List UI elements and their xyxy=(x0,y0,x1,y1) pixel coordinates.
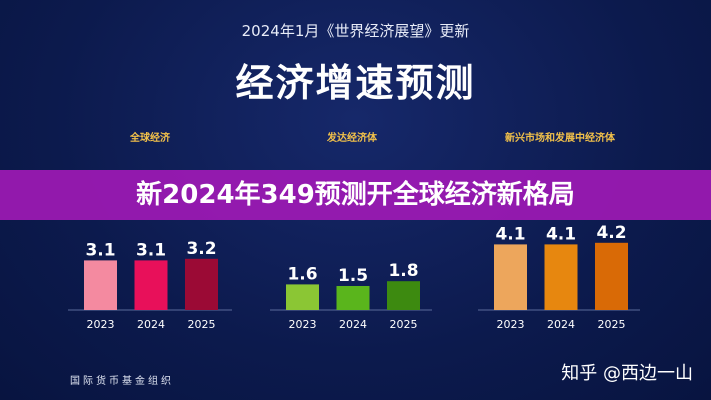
bar xyxy=(84,260,117,310)
value-label: 1.6 xyxy=(287,264,317,284)
value-label: 4.1 xyxy=(546,224,576,244)
tick-label: 2024 xyxy=(137,318,165,331)
tick-label: 2023 xyxy=(87,318,115,331)
tick-label: 2025 xyxy=(390,318,418,331)
bar xyxy=(595,242,628,310)
banner-text: 新2024年349预测开全球经济新格局 xyxy=(136,180,575,210)
bar xyxy=(134,260,168,310)
value-label: 3.2 xyxy=(186,239,216,259)
panel-title: 新兴市场和发展中经济体 xyxy=(505,131,616,144)
tick-label: 2025 xyxy=(598,318,626,331)
bar xyxy=(544,244,578,310)
banner xyxy=(0,170,711,220)
bar xyxy=(387,281,420,310)
value-label: 3.1 xyxy=(85,240,115,260)
panel-title: 全球经济 xyxy=(129,131,171,144)
tick-label: 2023 xyxy=(497,318,525,331)
bar xyxy=(185,258,218,310)
watermark: 知乎 @西边一山 xyxy=(561,363,693,384)
tick-label: 2025 xyxy=(188,318,216,331)
value-label: 4.1 xyxy=(495,224,525,244)
value-label: 3.1 xyxy=(136,240,166,260)
panel-title: 发达经济体 xyxy=(326,131,378,144)
value-label: 1.5 xyxy=(338,266,368,286)
value-label: 4.2 xyxy=(596,223,626,243)
page-title: 经济增速预测 xyxy=(235,61,476,105)
bar xyxy=(494,244,527,310)
subtitle: 2024年1月《世界经济展望》更新 xyxy=(241,22,470,40)
bar xyxy=(286,284,319,310)
tick-label: 2024 xyxy=(547,318,575,331)
bar xyxy=(336,286,370,310)
tick-label: 2024 xyxy=(339,318,367,331)
tick-label: 2023 xyxy=(289,318,317,331)
source-label: 国际货币基金组织 xyxy=(70,376,174,387)
value-label: 1.8 xyxy=(388,261,418,281)
